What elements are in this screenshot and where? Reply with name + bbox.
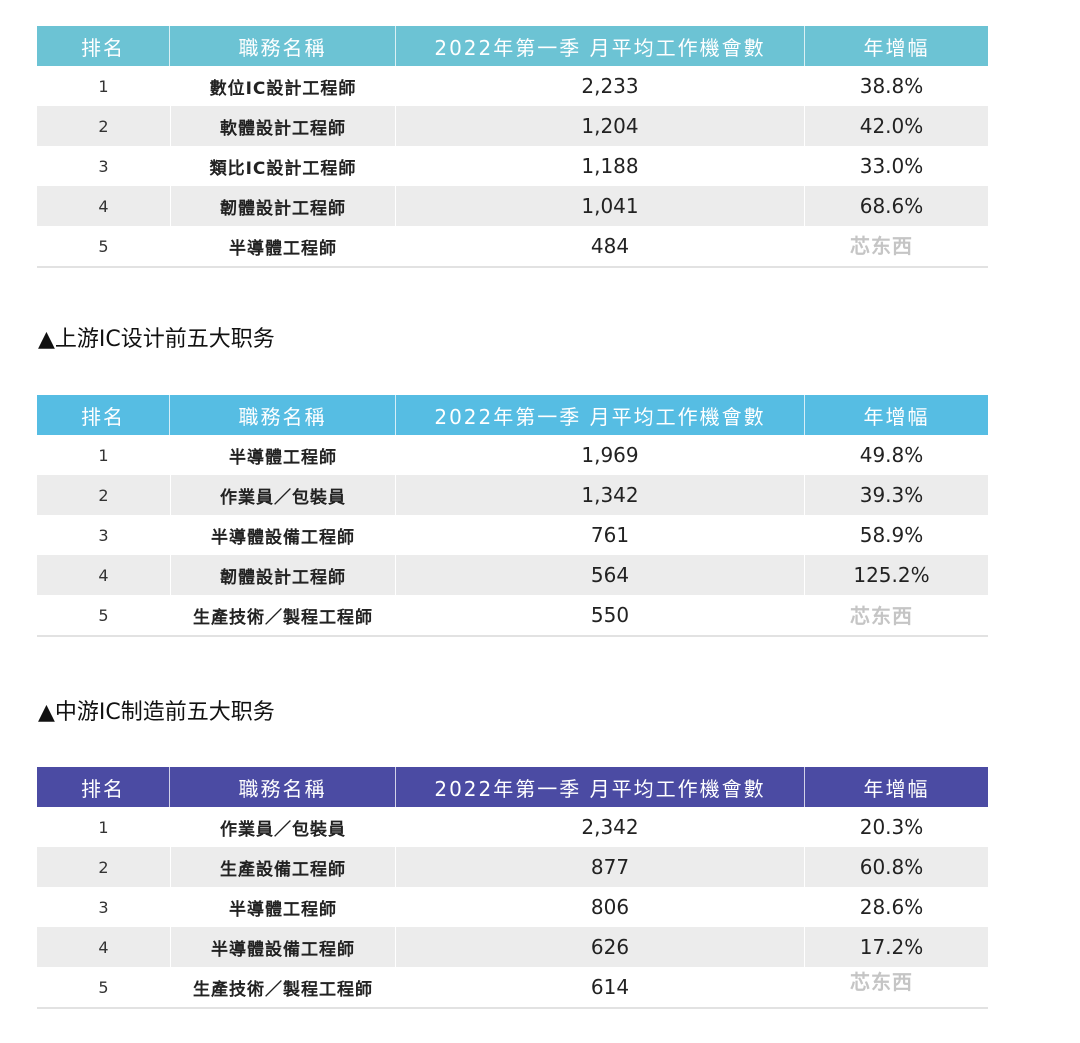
growth-cell: 49.8% (859, 443, 924, 467)
rank-cell: 2 (98, 485, 109, 505)
rank-cell: 4 (98, 565, 109, 585)
watermark: 芯东西 (850, 970, 913, 994)
rank-cell: 2 (98, 857, 109, 877)
table-row: 2 作業員／包裝員 1,342 39.3% (37, 475, 988, 515)
openings-cell: 484 (396, 226, 805, 266)
header-rank: 排名 (37, 767, 170, 807)
table-row: 4 韌體設計工程師 1,041 68.6% (37, 186, 988, 226)
openings-cell: 564 (396, 555, 805, 595)
job-cell: 半導體設備工程師 (170, 927, 396, 967)
table-row: 3 半導體設備工程師 761 58.9% (37, 515, 988, 555)
table-midstream-ic-manufacturing: 排名 職務名稱 2022年第一季 月平均工作機會數 年增幅 1 半導體工程師 1… (37, 395, 988, 637)
rank-cell: 5 (98, 605, 109, 625)
rank-cell: 1 (98, 76, 109, 96)
job-cell: 作業員／包裝員 (170, 475, 396, 515)
job-cell: 作業員／包裝員 (170, 807, 396, 847)
openings-cell: 626 (396, 927, 805, 967)
openings-cell: 1,204 (396, 106, 805, 146)
table-row: 4 半導體設備工程師 626 17.2% (37, 927, 988, 967)
header-job-title: 職務名稱 (170, 767, 396, 807)
header-rank: 排名 (37, 395, 170, 435)
job-cell: 生產設備工程師 (170, 847, 396, 887)
caption-midstream: ▲中游IC制造前五大职务 (38, 700, 275, 725)
rank-cell: 5 (98, 236, 109, 256)
openings-cell: 806 (396, 887, 805, 927)
table-row: 5 生產技術／製程工程師 550 (37, 595, 988, 635)
table-row: 5 生產技術／製程工程師 614 (37, 967, 988, 1007)
openings-cell: 1,342 (396, 475, 805, 515)
table-header: 排名 職務名稱 2022年第一季 月平均工作機會數 年增幅 (37, 767, 988, 807)
table-header: 排名 職務名稱 2022年第一季 月平均工作機會數 年增幅 (37, 395, 988, 435)
job-cell: 數位IC設計工程師 (170, 66, 396, 106)
header-growth: 年增幅 (863, 776, 930, 801)
openings-cell: 1,041 (396, 186, 805, 226)
header-openings: 2022年第一季 月平均工作機會數 (396, 767, 805, 807)
growth-cell: 60.8% (859, 855, 924, 879)
rank-cell: 3 (98, 525, 109, 545)
rank-cell: 2 (98, 116, 109, 136)
growth-cell: 42.0% (859, 114, 924, 138)
header-growth: 年增幅 (863, 35, 930, 60)
openings-cell: 1,188 (396, 146, 805, 186)
watermark: 芯东西 (850, 234, 913, 258)
rank-cell: 1 (98, 445, 109, 465)
header-rank: 排名 (37, 26, 170, 66)
growth-cell: 39.3% (859, 483, 924, 507)
rank-cell: 3 (98, 897, 109, 917)
table-downstream: 排名 職務名稱 2022年第一季 月平均工作機會數 年增幅 1 作業員／包裝員 … (37, 767, 988, 1009)
rank-cell: 5 (98, 977, 109, 997)
job-cell: 韌體設計工程師 (170, 186, 396, 226)
growth-cell: 33.0% (859, 154, 924, 178)
job-cell: 類比IC設計工程師 (170, 146, 396, 186)
growth-cell: 28.6% (859, 895, 924, 919)
header-job-title: 職務名稱 (170, 395, 396, 435)
header-openings: 2022年第一季 月平均工作機會數 (396, 395, 805, 435)
openings-cell: 614 (396, 967, 805, 1007)
growth-cell: 58.9% (859, 523, 924, 547)
table-divider (37, 266, 988, 268)
job-cell: 生產技術／製程工程師 (170, 595, 396, 635)
rank-cell: 4 (98, 937, 109, 957)
header-openings: 2022年第一季 月平均工作機會數 (396, 26, 805, 66)
openings-cell: 550 (396, 595, 805, 635)
table-divider (37, 635, 988, 637)
growth-cell: 20.3% (859, 815, 924, 839)
growth-cell: 125.2% (853, 563, 930, 587)
rank-cell: 1 (98, 817, 109, 837)
table-header: 排名 職務名稱 2022年第一季 月平均工作機會數 年增幅 (37, 26, 988, 66)
header-job-title: 職務名稱 (170, 26, 396, 66)
openings-cell: 1,969 (396, 435, 805, 475)
table-row: 2 軟體設計工程師 1,204 42.0% (37, 106, 988, 146)
table-divider (37, 1007, 988, 1009)
job-cell: 軟體設計工程師 (170, 106, 396, 146)
header-growth: 年增幅 (863, 404, 930, 429)
table-row: 2 生產設備工程師 877 60.8% (37, 847, 988, 887)
table-row: 3 半導體工程師 806 28.6% (37, 887, 988, 927)
table-row: 1 作業員／包裝員 2,342 20.3% (37, 807, 988, 847)
table-row: 3 類比IC設計工程師 1,188 33.0% (37, 146, 988, 186)
openings-cell: 2,233 (396, 66, 805, 106)
table-row: 4 韌體設計工程師 564 125.2% (37, 555, 988, 595)
job-cell: 半導體設備工程師 (170, 515, 396, 555)
table-upstream-ic-design: 排名 職務名稱 2022年第一季 月平均工作機會數 年增幅 1 數位IC設計工程… (37, 26, 988, 268)
job-cell: 半導體工程師 (170, 887, 396, 927)
job-cell: 半導體工程師 (170, 226, 396, 266)
job-cell: 半導體工程師 (170, 435, 396, 475)
job-cell: 生產技術／製程工程師 (170, 967, 396, 1007)
openings-cell: 761 (396, 515, 805, 555)
watermark: 芯东西 (850, 604, 913, 628)
growth-cell: 68.6% (859, 194, 924, 218)
table-row: 1 數位IC設計工程師 2,233 38.8% (37, 66, 988, 106)
caption-upstream: ▲上游IC设计前五大职务 (38, 327, 275, 352)
openings-cell: 877 (396, 847, 805, 887)
growth-cell: 38.8% (859, 74, 924, 98)
table-row: 5 半導體工程師 484 (37, 226, 988, 266)
growth-cell: 17.2% (859, 935, 924, 959)
rank-cell: 4 (98, 196, 109, 216)
table-row: 1 半導體工程師 1,969 49.8% (37, 435, 988, 475)
job-cell: 韌體設計工程師 (170, 555, 396, 595)
rank-cell: 3 (98, 156, 109, 176)
openings-cell: 2,342 (396, 807, 805, 847)
